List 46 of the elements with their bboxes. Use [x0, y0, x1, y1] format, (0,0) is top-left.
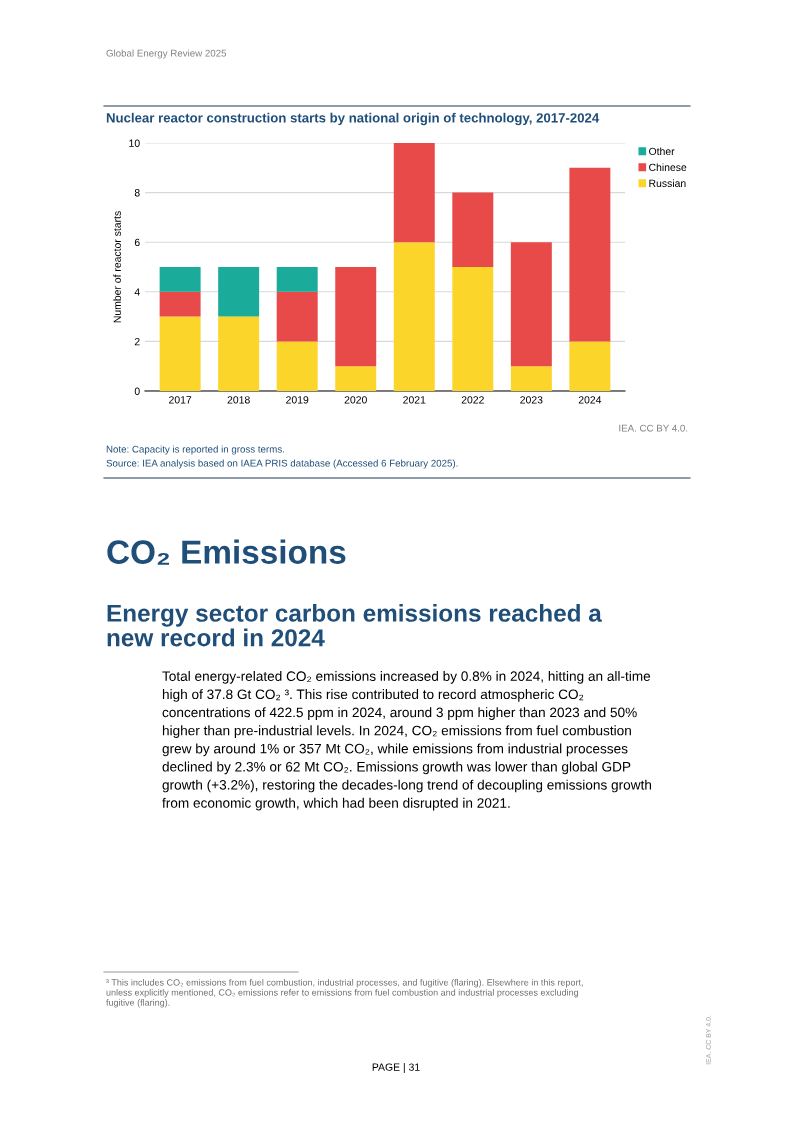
y-tick-label: 4: [134, 288, 140, 296]
text: PAGE | 31: [372, 1063, 420, 1073]
x-tick-label: 2023: [520, 396, 543, 404]
source-note: Source: IEA analysis based on IAEA PRIS database (Accessed 6 February 2025).: [106, 459, 458, 469]
x-tick-label: 2022: [461, 396, 484, 404]
x-tick-label: 2024: [578, 396, 602, 404]
bar: [335, 267, 377, 367]
bar: [159, 267, 201, 292]
text: IEA. CC BY 4.0.: [619, 424, 688, 432]
bar: [393, 242, 435, 391]
x-tick-label: 2021: [403, 396, 426, 404]
text: Note: Capacity is reported in gross terms.: [106, 445, 284, 455]
text: Total energy-related CO₂ emissions increased by 0.8% in 2024, hitting an all-time high of 37.8 Gt CO₂ ³. This rise contributed to record atmospheric CO₂ concentrations of 422.5 ppm in 2024, around 3 ppm higher than 2023 and 50% higher than pre-industrial levels. In 2024, CO₂ emissions from fuel combustion grew by around 1% or 357 Mt CO₂, while emissions from industrial processes declined by 2.3% or 62 Mt CO₂. Emissions growth was lower than global GDP growth (+3.2%), restoring the decades-long trend of decoupling emissions growth from economic growth, which had been disrupted in 2021.: [162, 671, 652, 811]
x-tick-label: 2017: [169, 396, 192, 404]
legend-label: Russian: [649, 179, 686, 187]
bar: [335, 366, 377, 391]
bar: [452, 267, 494, 391]
text: ³ This includes CO₂ emissions from fuel combustion, industrial processes, and fugitive (flaring). Elsewhere in this report, unless explicitly mentioned, CO₂ emissions refer to emissions from fuel combustion and industrial processes excluding fugitive (flaring).: [106, 979, 583, 1008]
bar: [393, 143, 435, 243]
y-axis-title: Number of reactor starts: [113, 211, 121, 323]
legend-label: Chinese: [649, 163, 687, 172]
text: Global Energy Review 2025: [106, 49, 227, 59]
x-tick-label: 2019: [286, 396, 309, 404]
y-tick-label: 2: [134, 337, 140, 346]
y-tick-label: 6: [134, 238, 140, 247]
bar: [276, 291, 318, 342]
bar: [276, 267, 318, 292]
bar: [569, 341, 611, 391]
legend-label: Other: [649, 147, 675, 156]
bar: [218, 316, 260, 391]
bar: [276, 341, 318, 391]
y-tick-label: 0: [134, 387, 140, 395]
y-tick-label: 10: [129, 139, 140, 147]
text: Energy sector carbon emissions reached a new record in 2024: [107, 604, 602, 647]
bar: [569, 167, 611, 342]
x-tick-label: 2018: [227, 396, 250, 404]
bar: [159, 291, 201, 317]
x-tick-label: 2020: [344, 396, 367, 404]
chart-title: Nuclear reactor construction starts by national origin of technology, 2017-2024: [106, 112, 600, 126]
bar: [159, 316, 201, 391]
y-tick-label: 8: [134, 189, 140, 197]
text: CO₂ Emissions: [107, 539, 346, 565]
bar: [452, 192, 494, 267]
bar: [218, 267, 260, 317]
bar: [510, 366, 552, 391]
bar: [510, 242, 552, 367]
